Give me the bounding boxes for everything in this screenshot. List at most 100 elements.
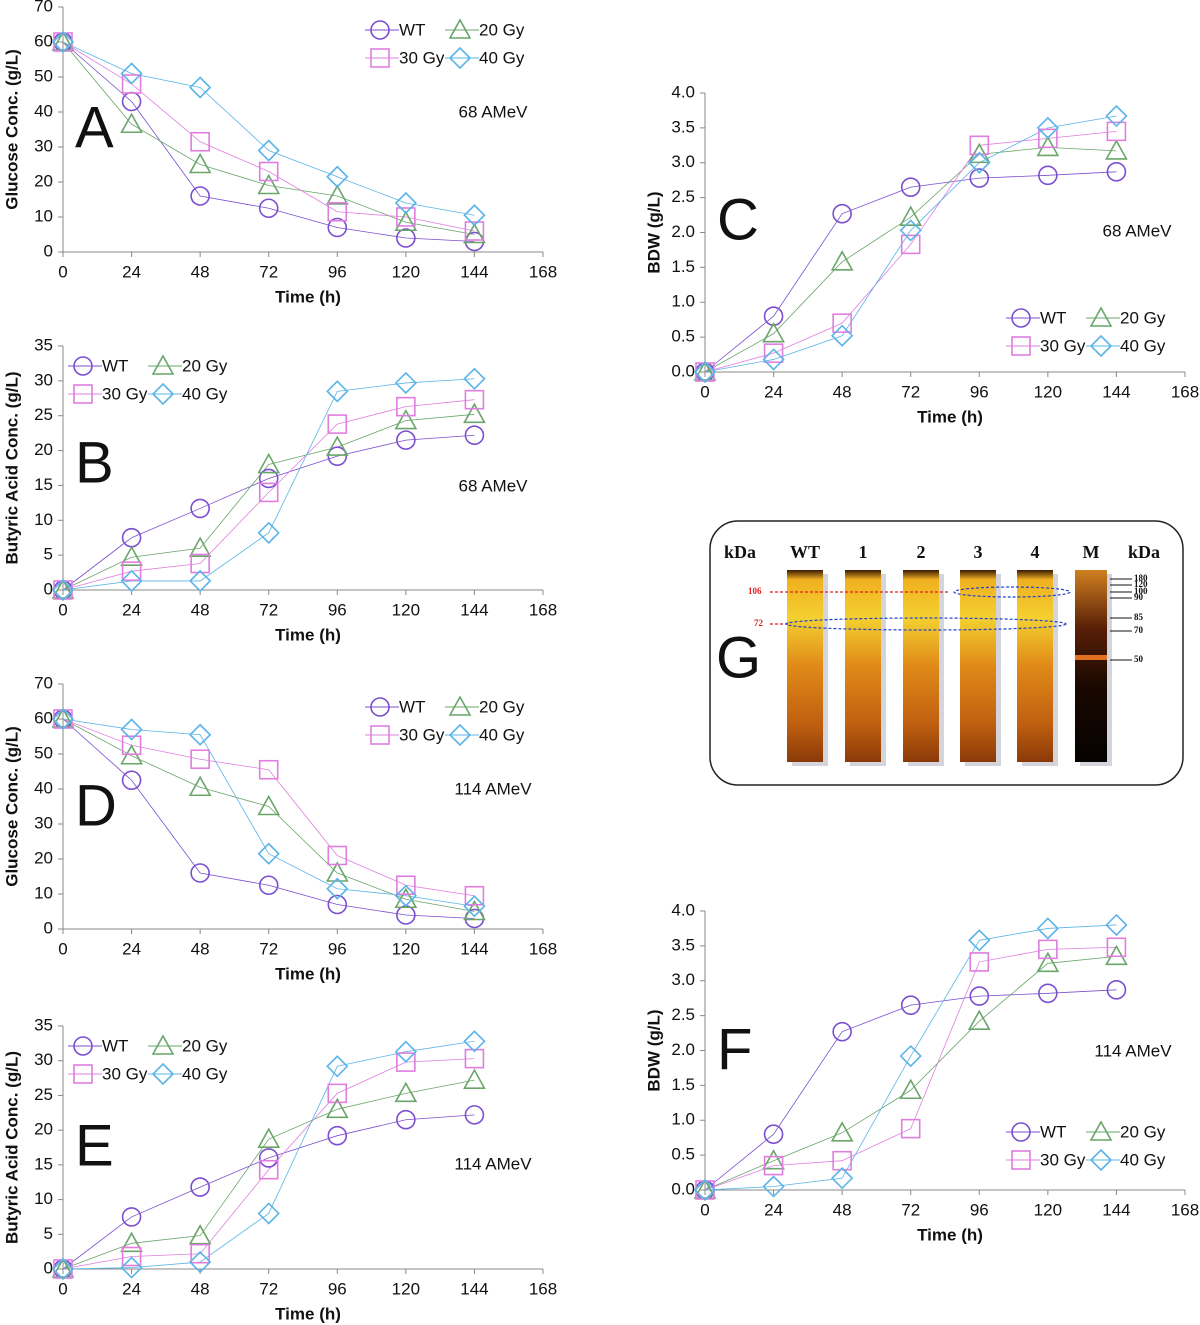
point <box>151 1062 175 1086</box>
y-tick-label: 2.5 <box>671 1005 695 1024</box>
point <box>326 380 349 403</box>
point <box>190 749 210 770</box>
y-axis-title: BDW (g/L) <box>644 191 663 273</box>
point <box>832 1150 852 1171</box>
point <box>394 887 418 909</box>
legend-label: WT <box>102 356 128 375</box>
point <box>190 1243 210 1264</box>
series-line <box>704 946 1117 1191</box>
point <box>258 161 279 182</box>
point <box>464 1048 485 1069</box>
y-tick-label: 3.5 <box>671 117 695 136</box>
y-axis-title: BDW (g/L) <box>644 1009 663 1091</box>
y-tick-label: 25 <box>34 405 53 424</box>
point <box>830 1121 854 1142</box>
x-tick-label: 72 <box>259 1279 278 1298</box>
y-tick-label: 30 <box>34 370 53 389</box>
y-tick-label: 15 <box>34 475 53 494</box>
legend-label: 30 Gy <box>102 384 148 403</box>
y-tick-label: 2.0 <box>671 222 695 241</box>
gel-unit: kDa <box>1128 542 1160 562</box>
y-tick-label: 0.5 <box>671 327 695 346</box>
x-tick-label: 96 <box>970 1200 989 1219</box>
x-tick-label: 24 <box>764 382 783 401</box>
point <box>257 1127 281 1148</box>
point <box>327 1125 348 1146</box>
legend-label: 30 Gy <box>399 48 445 67</box>
y-tick-label: 15 <box>34 1154 53 1173</box>
point <box>51 578 75 602</box>
legend-label: 30 Gy <box>102 1064 148 1083</box>
point <box>258 875 279 896</box>
point <box>763 1124 784 1144</box>
point <box>1036 135 1060 157</box>
point <box>967 142 991 164</box>
lane-label: WT <box>790 542 820 562</box>
point <box>464 389 485 410</box>
point <box>190 863 210 883</box>
point <box>463 1068 486 1089</box>
x-tick-label: 120 <box>392 600 420 619</box>
point <box>190 186 210 206</box>
marker-size: 180 <box>1134 573 1148 583</box>
band-size: 72 <box>754 618 764 628</box>
chart-panel: 0 10 20 30 40 50 60 70 0 24 48 72 96 120 144 168 Time (h… <box>2 0 557 306</box>
series-line <box>62 41 475 216</box>
point <box>763 1155 784 1176</box>
point <box>257 139 280 162</box>
x-tick-label: 120 <box>1034 382 1062 401</box>
point <box>831 324 854 347</box>
y-tick-label: 3.0 <box>671 152 695 171</box>
marker-size: 90 <box>1134 592 1144 602</box>
legend-label: 20 Gy <box>1120 1122 1166 1141</box>
y-tick-label: 20 <box>34 440 53 459</box>
y-tick-label: 0 <box>44 579 53 598</box>
band-highlight <box>785 617 1067 631</box>
x-tick-label: 72 <box>259 262 278 281</box>
point <box>762 1149 785 1170</box>
y-tick-label: 60 <box>34 708 53 727</box>
y-tick-label: 70 <box>34 673 53 692</box>
point <box>1038 165 1058 186</box>
x-tick-label: 48 <box>191 939 210 958</box>
point <box>51 707 75 731</box>
series-line <box>62 718 475 897</box>
y-tick-label: 10 <box>34 883 53 902</box>
point <box>190 553 210 574</box>
y-tick-label: 2.5 <box>671 187 695 206</box>
point <box>396 1109 416 1130</box>
point <box>464 1105 485 1125</box>
series-line <box>62 1040 475 1270</box>
y-tick-label: 0.5 <box>671 1145 695 1164</box>
point <box>327 217 348 238</box>
point <box>51 30 75 51</box>
point <box>258 1159 279 1180</box>
y-tick-label: 3.0 <box>671 970 695 989</box>
point <box>969 168 990 188</box>
x-tick-label: 0 <box>58 600 67 619</box>
lane <box>903 570 939 762</box>
x-tick-label: 24 <box>122 262 141 281</box>
series-line <box>704 989 1117 1191</box>
x-tick-label: 24 <box>122 600 141 619</box>
point <box>969 135 990 156</box>
x-axis-title: Time (h) <box>275 625 341 644</box>
gel-lanes <box>787 570 1112 766</box>
point <box>73 356 93 376</box>
point <box>969 986 990 1006</box>
point <box>190 498 210 519</box>
x-tick-label: 48 <box>191 1279 210 1298</box>
point <box>73 1064 93 1084</box>
point <box>394 371 417 395</box>
y-tick-label: 20 <box>34 848 53 867</box>
x-axis-title: Time (h) <box>917 407 983 426</box>
point <box>1011 308 1031 328</box>
y-tick-label: 3.5 <box>671 935 695 954</box>
point <box>394 1040 417 1063</box>
point <box>463 204 486 227</box>
y-axis-title: Glucose Conc. (g/L) <box>2 726 21 887</box>
y-axis-title: Butyric Acid Conc. (g/L) <box>2 372 21 565</box>
legend-label: 30 Gy <box>399 725 445 744</box>
series-line <box>62 434 475 591</box>
point <box>900 177 921 197</box>
